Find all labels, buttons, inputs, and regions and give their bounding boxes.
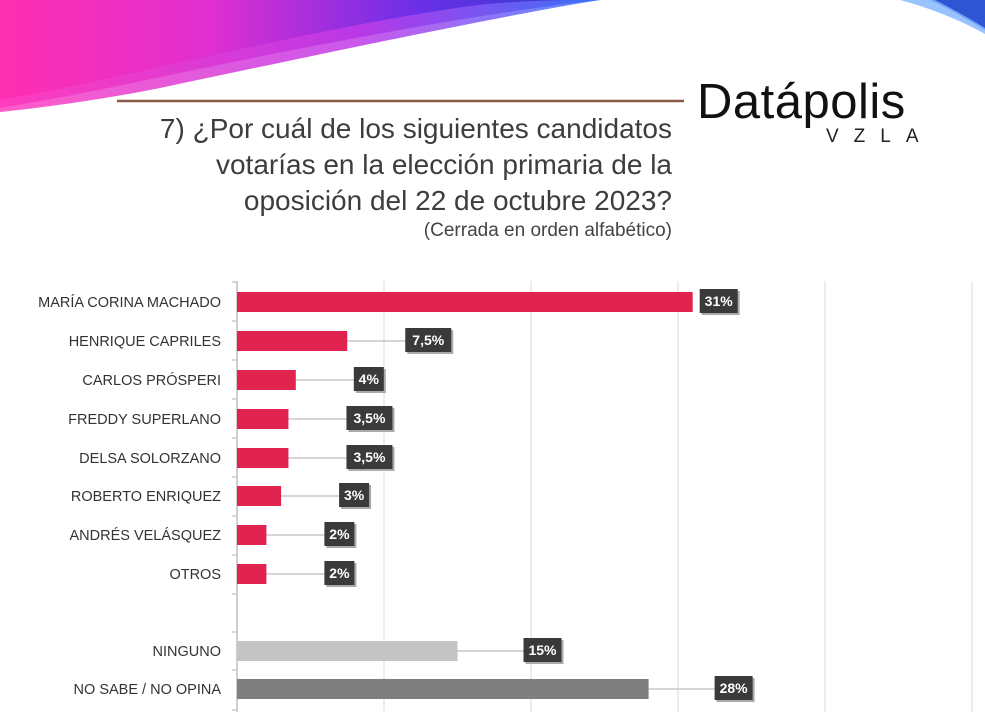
bar [237,331,348,351]
category-label: CARLOS PRÓSPERI [82,372,221,389]
bar [237,370,296,390]
value-label-box [324,522,355,546]
value-label-box [714,676,753,700]
value-label: 4% [359,371,380,387]
question-line-2: votarías en la elección primaria de la [215,149,672,180]
value-label-box [324,561,355,585]
bar [237,525,267,545]
bar [237,292,693,312]
value-label: 7,5% [412,332,444,348]
logo-wordmark: Datápolis [697,75,906,129]
category-label: DELSA SOLORZANO [79,451,221,467]
category-label: MARÍA CORINA MACHADO [38,294,221,311]
value-label-box [346,406,393,430]
value-label: 3,5% [353,449,385,465]
bar [237,641,458,661]
bar [237,448,289,468]
question-note: (Cerrada en orden alfabético) [423,220,672,241]
bar [237,564,267,584]
question-line-1: 7) ¿Por cuál de los siguientes candidato… [159,113,672,144]
category-label: NO SABE / NO OPINA [74,682,222,698]
category-label: ANDRÉS VELÁSQUEZ [70,527,222,544]
question-line-3: oposición del 22 de octubre 2023? [243,185,672,216]
value-label: 28% [720,680,749,696]
category-label: ROBERTO ENRIQUEZ [71,489,221,505]
value-label: 2% [329,565,350,581]
value-label-box [699,289,738,313]
logo-subtitle: VZLA [826,126,934,147]
value-label-box [523,638,562,662]
value-label: 2% [329,526,350,542]
bar [237,409,289,429]
value-label: 3,5% [353,410,385,426]
value-label: 15% [528,642,557,658]
value-label-box [353,367,384,391]
value-label: 31% [705,293,734,309]
value-label: 3% [344,487,365,503]
category-label: NINGUNO [153,644,221,660]
category-label: HENRIQUE CAPRILES [69,334,221,350]
value-label-box [339,483,370,507]
bar [237,679,649,699]
bar [237,486,282,506]
category-label: OTROS [169,567,221,583]
category-label: FREDDY SUPERLANO [68,412,221,428]
value-label-box [346,445,393,469]
value-label-box [405,328,452,352]
